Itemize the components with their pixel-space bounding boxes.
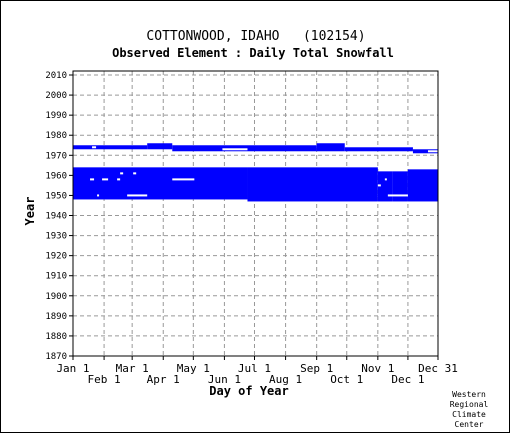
data-block bbox=[73, 167, 248, 200]
data-block bbox=[407, 169, 438, 202]
x-tick-label: Jun 1 bbox=[208, 373, 241, 386]
data-block bbox=[344, 147, 413, 152]
data-block bbox=[392, 171, 408, 202]
data-gap bbox=[97, 194, 100, 197]
y-tick-label: 2000 bbox=[45, 91, 67, 101]
data-gap bbox=[377, 184, 381, 187]
y-tick-label: 1920 bbox=[45, 252, 67, 262]
x-tick-label: Jan 1 bbox=[56, 362, 89, 375]
credit-line: Western bbox=[452, 390, 486, 399]
credit-line: Regional bbox=[449, 400, 489, 409]
data-gap bbox=[384, 178, 387, 181]
data-gap bbox=[172, 178, 195, 181]
data-gap bbox=[120, 172, 124, 175]
x-tick-label: Mar 1 bbox=[116, 362, 149, 375]
x-tick-label: Nov 1 bbox=[361, 362, 394, 375]
axes: 1870 1880 1890 1900 1910 1920 1930 1940 1950 1960… bbox=[45, 70, 458, 386]
credit-line: Center bbox=[454, 420, 484, 429]
x-tick-label: Aug 1 bbox=[269, 373, 302, 386]
data-block bbox=[73, 145, 148, 150]
credit-label: Western Regional Climate Center bbox=[439, 390, 499, 430]
data-gap bbox=[117, 178, 121, 181]
y-tick-label: 1940 bbox=[45, 212, 67, 222]
x-tick-label: Apr 1 bbox=[147, 373, 180, 386]
y-tick-label: 1880 bbox=[45, 332, 67, 342]
data-block bbox=[247, 167, 378, 202]
y-tick-label: 1930 bbox=[45, 232, 67, 242]
x-tick-label: Dec 31 bbox=[418, 362, 458, 375]
data-gap bbox=[427, 150, 438, 153]
x-tick-label: Dec 1 bbox=[391, 373, 424, 386]
x-tick-label: May 1 bbox=[177, 362, 210, 375]
data-gap bbox=[222, 148, 248, 151]
y-axis-label: Year bbox=[23, 197, 37, 226]
data-block bbox=[147, 143, 173, 150]
y-tick-label: 1890 bbox=[45, 312, 67, 322]
x-tick-label: Oct 1 bbox=[330, 373, 363, 386]
data-marks bbox=[73, 143, 438, 202]
chart-title: COTTONWOOD, IDAHO (102154) bbox=[146, 29, 365, 44]
y-tick-label: 1900 bbox=[45, 292, 67, 302]
data-block bbox=[172, 145, 317, 152]
y-tick-label: 2010 bbox=[45, 71, 67, 81]
chart-subtitle: Observed Element : Daily Total Snowfall bbox=[112, 46, 394, 60]
data-block bbox=[316, 143, 345, 152]
y-tick-label: 1910 bbox=[45, 272, 67, 282]
x-tick-label: Sep 1 bbox=[300, 362, 333, 375]
data-gap bbox=[90, 178, 95, 181]
x-tick-label: Feb 1 bbox=[88, 373, 121, 386]
data-gap bbox=[127, 194, 148, 197]
y-tick-label: 1990 bbox=[45, 111, 67, 121]
credit-line: Climate bbox=[452, 410, 486, 419]
data-gap bbox=[133, 172, 137, 175]
x-tick-label: Jul 1 bbox=[238, 362, 271, 375]
y-tick-label: 1970 bbox=[45, 151, 67, 161]
data-gap bbox=[92, 146, 97, 149]
y-tick-label: 1950 bbox=[45, 191, 67, 201]
y-tick-label: 1960 bbox=[45, 171, 67, 181]
x-axis-label: Day of Year bbox=[209, 384, 288, 398]
grid-lines bbox=[73, 71, 438, 357]
data-block bbox=[412, 149, 438, 154]
data-block bbox=[377, 171, 393, 202]
data-gap bbox=[102, 178, 109, 181]
y-tick-label: 1870 bbox=[45, 352, 67, 362]
y-tick-label: 1980 bbox=[45, 131, 67, 141]
plot-border bbox=[72, 70, 439, 357]
data-gap bbox=[387, 194, 408, 197]
